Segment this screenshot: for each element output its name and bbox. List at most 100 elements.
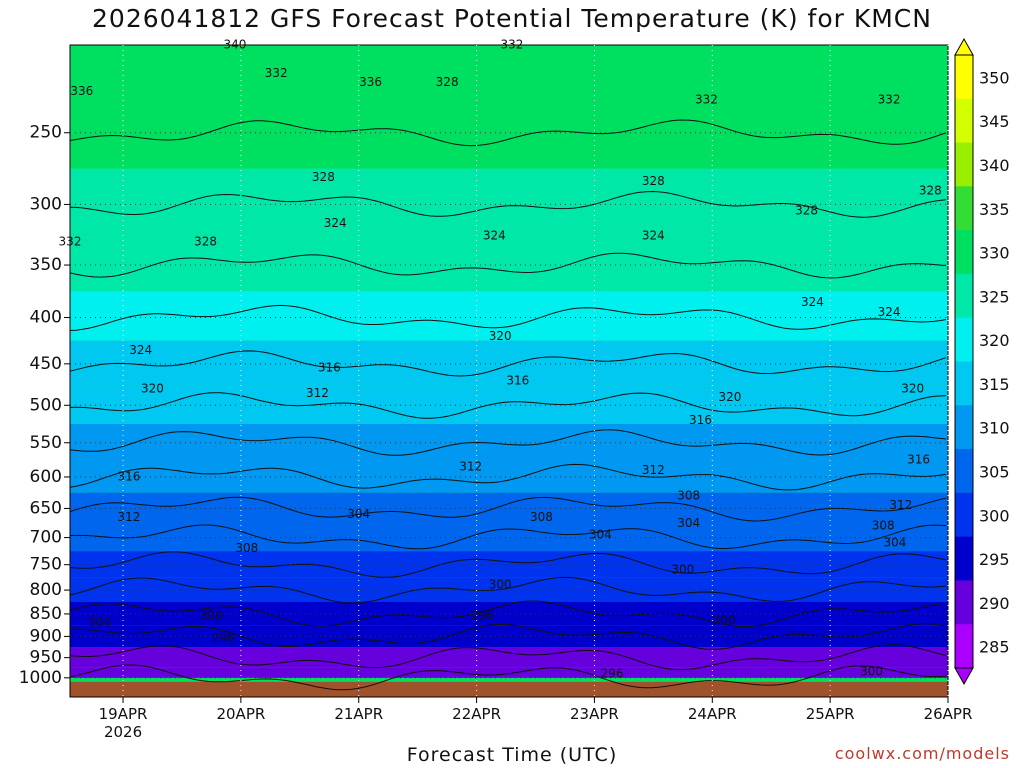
- contour-label: 324: [642, 228, 665, 242]
- x-tick-label: 22APR: [452, 705, 501, 723]
- y-tick-label: 950: [30, 648, 62, 668]
- contour-label: 300: [671, 562, 694, 576]
- contour-line: [69, 496, 947, 522]
- colorbar-tick-label: 335: [979, 200, 1010, 219]
- contour-label: 328: [919, 184, 942, 198]
- contour-label: 304: [88, 616, 111, 630]
- colorbar-tick-label: 305: [979, 462, 1010, 481]
- contour-label: 304: [347, 507, 370, 521]
- contour-line: [69, 190, 947, 218]
- y-tick-label: 300: [30, 194, 62, 214]
- ground-strip: [70, 681, 948, 697]
- contour-line: [69, 304, 947, 331]
- contour-line: [69, 664, 947, 691]
- credit-text: coolwx.com/models: [834, 744, 1010, 763]
- theta-band: [70, 667, 948, 678]
- contour-label: 316: [907, 453, 930, 467]
- contour-label: 320: [489, 329, 512, 343]
- colorbar-tick-label: 310: [979, 419, 1010, 438]
- contour-label: 316: [117, 469, 140, 483]
- x-tick-label: 24APR: [688, 705, 737, 723]
- contour-label: 332: [265, 66, 288, 80]
- contour-line: [69, 524, 947, 550]
- colorbar-segment: [955, 405, 973, 450]
- x-tick-label: 19APR: [99, 705, 148, 723]
- y-tick-label: 600: [30, 467, 62, 487]
- contour-line: [69, 350, 947, 377]
- theta-band: [70, 647, 948, 668]
- colorbar-segment: [955, 230, 973, 275]
- contour-label: 316: [689, 413, 712, 427]
- contour-line: [69, 392, 947, 419]
- y-tick-label: 1000: [19, 668, 62, 688]
- colorbar-tick-label: 345: [979, 112, 1010, 131]
- colorbar-tick-label: 330: [979, 244, 1010, 263]
- colorbar-segment: [955, 449, 973, 494]
- contour-label: 340: [224, 38, 247, 52]
- contour-label: 300: [713, 613, 736, 627]
- contour-label: 312: [117, 510, 140, 524]
- colorbar-segment: [955, 186, 973, 231]
- y-tick-label: 900: [30, 626, 62, 646]
- contour-label: 316: [506, 373, 529, 387]
- x-tick-label: 23APR: [570, 705, 619, 723]
- contour-line: [70, 623, 947, 650]
- y-tick-label: 550: [30, 433, 62, 453]
- contour-label: 308: [677, 489, 700, 503]
- contour-label: 296: [212, 631, 235, 645]
- contour-label: 312: [459, 460, 482, 474]
- theta-band: [70, 45, 948, 109]
- contour-label: 328: [312, 170, 335, 184]
- x-tick-label: 26APR: [924, 705, 973, 723]
- contour-label: 300: [489, 578, 512, 592]
- contour-label: 324: [878, 305, 901, 319]
- chart-title: 2026041812 GFS Forecast Potential Temper…: [92, 4, 932, 33]
- contour-label: 308: [530, 510, 553, 524]
- theta-band: [70, 459, 948, 493]
- x-tick-label: 20APR: [216, 705, 265, 723]
- colorbar-tick-label: 300: [979, 506, 1010, 525]
- y-tick-label: 250: [30, 123, 62, 143]
- contour-line: [69, 644, 947, 671]
- colorbar-tick-label: 350: [979, 68, 1010, 87]
- contour-label: 328: [795, 203, 818, 217]
- contour-label: 304: [589, 527, 612, 541]
- theta-band: [70, 234, 948, 292]
- x-tick-label: 25APR: [806, 705, 855, 723]
- contour-line: [69, 119, 947, 147]
- theta-band: [70, 625, 948, 648]
- colorbar-tick-label: 325: [979, 287, 1010, 306]
- contour-label: 336: [359, 75, 382, 89]
- colorbar-tick-label: 340: [979, 156, 1010, 175]
- colorbar-segment: [955, 536, 973, 581]
- y-tick-label: 700: [30, 528, 62, 548]
- contour-label: 300: [200, 609, 223, 623]
- contour-label: 304: [677, 516, 700, 530]
- colorbar-tick-label: 290: [979, 594, 1010, 613]
- colorbar-segment: [955, 98, 973, 144]
- y-tick-label: 350: [30, 255, 62, 275]
- colorbar: 350 345 340 335 330 325 320 315 310 305 300 295 290 2…: [954, 37, 1010, 686]
- colorbar-arrow-top: [954, 37, 974, 56]
- colorbar-segment: [955, 55, 973, 100]
- colorbar-tick-label: 295: [979, 550, 1010, 569]
- contour-line: [69, 551, 947, 578]
- theta-band: [70, 168, 948, 235]
- contour-label: 296: [601, 666, 624, 680]
- y-tick-label: 650: [30, 498, 62, 518]
- colorbar-segment: [955, 580, 973, 625]
- contour-line: [69, 576, 947, 604]
- x-tick-label: 21APR: [334, 705, 383, 723]
- contour-label: 300: [860, 664, 883, 678]
- theta-band: [70, 523, 948, 552]
- theta-band: [70, 384, 948, 425]
- colorbar-segment: [955, 624, 973, 669]
- contour-lines: [69, 119, 947, 691]
- y-axis: 2503003504004505005506006507007508008509…: [19, 123, 70, 688]
- colorbar-segment: [955, 142, 973, 187]
- contour-label: 304: [884, 536, 907, 550]
- colorbar-arrow-bottom: [954, 667, 974, 686]
- colorbar-segment: [955, 361, 973, 406]
- colorbar-frame: [954, 54, 974, 669]
